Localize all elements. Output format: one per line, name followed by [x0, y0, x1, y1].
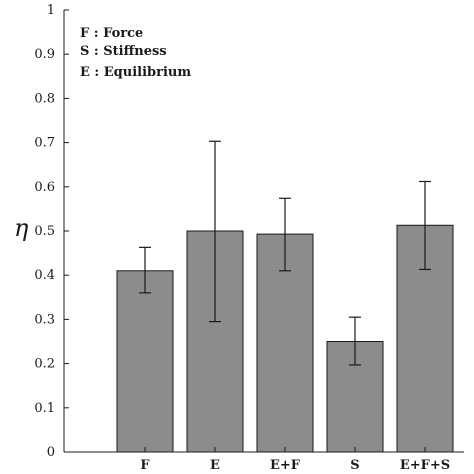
y-tick-label: 1: [47, 3, 55, 18]
legend-entry-equilibrium: E : Equilibrium: [80, 65, 191, 80]
x-tick-label: E: [210, 458, 220, 473]
x-tick-label: E+F: [270, 458, 301, 473]
y-tick-label: 0.3: [34, 312, 55, 327]
legend-entry-force: F : Force: [80, 26, 143, 41]
y-tick-label: 0: [47, 445, 55, 460]
x-tick-label: F: [140, 458, 150, 473]
y-tick-label: 0.1: [34, 401, 55, 416]
bar: [116, 270, 174, 453]
legend-entry-stiffness: S : Stiffness: [80, 44, 167, 59]
y-tick-label: 0.6: [34, 180, 55, 195]
y-tick-label: 0.8: [34, 91, 55, 106]
y-tick-label: 0.9: [34, 47, 55, 62]
y-tick-label: 0.5: [34, 224, 55, 239]
x-tick-label: E+F+S: [400, 458, 450, 473]
legend: F : Force S : Stiffness E : Equilibrium: [80, 26, 191, 80]
x-tick-label: S: [350, 458, 359, 473]
y-tick-label: 0.7: [34, 136, 55, 151]
y-axis-label: η: [14, 214, 29, 242]
y-tick-label: 0.4: [34, 268, 55, 283]
y-tick-label: 0.2: [34, 357, 55, 372]
